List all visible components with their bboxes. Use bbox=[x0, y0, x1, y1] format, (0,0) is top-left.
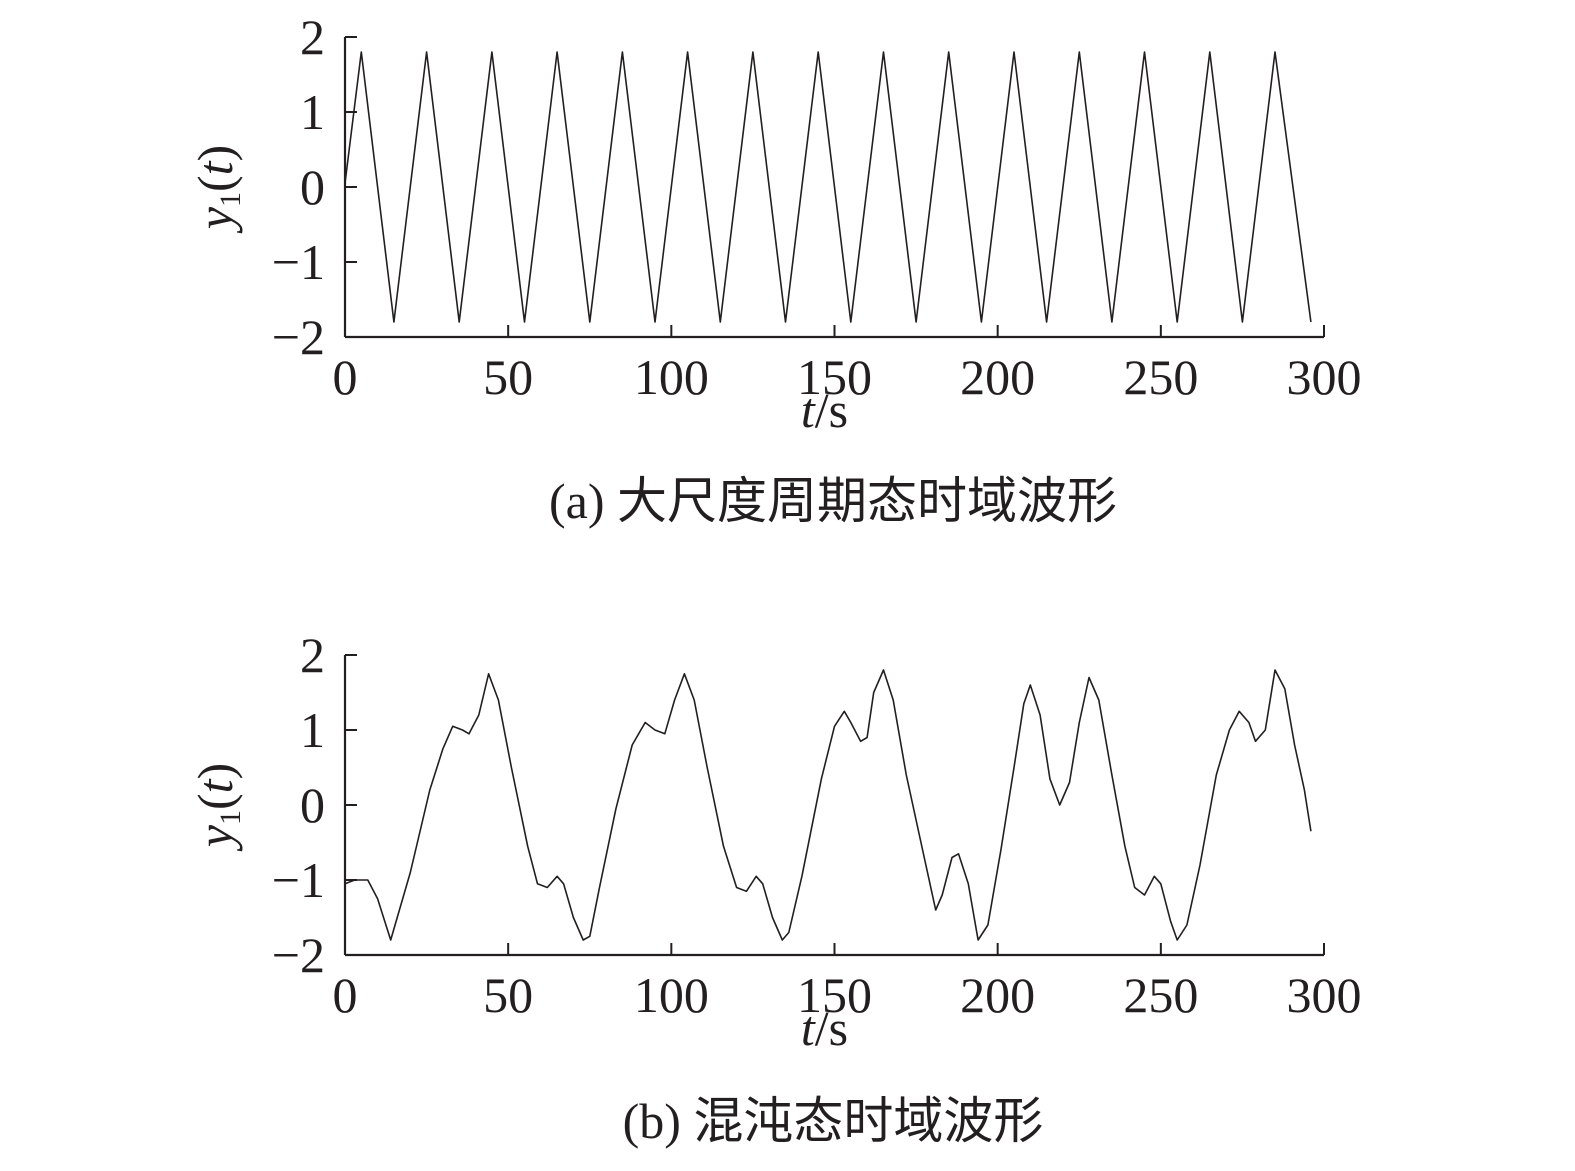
chart-caption: (b) 混沌态时域波形 bbox=[623, 1093, 1044, 1149]
y-tick-label: −1 bbox=[272, 852, 325, 908]
x-tick-label: 150 bbox=[797, 967, 872, 1023]
y-tick-label: 0 bbox=[300, 159, 325, 215]
series-line bbox=[344, 669, 1312, 941]
x-tick-label: 250 bbox=[1123, 349, 1198, 405]
x-tick-label: 300 bbox=[1287, 349, 1362, 405]
y-tick-label: −2 bbox=[272, 927, 325, 983]
y-tick-label: 1 bbox=[300, 84, 325, 140]
chart-caption: (a) 大尺度周期态时域波形 bbox=[549, 473, 1117, 529]
x-tick-label: 0 bbox=[333, 349, 358, 405]
x-tick-label: 100 bbox=[634, 349, 709, 405]
x-tick-label: 200 bbox=[960, 967, 1035, 1023]
x-tick-label: 200 bbox=[960, 349, 1035, 405]
x-axis-label: t/s bbox=[801, 1000, 848, 1056]
x-tick-label: 50 bbox=[483, 967, 533, 1023]
x-tick-label: 150 bbox=[797, 349, 872, 405]
x-tick-label: 300 bbox=[1287, 967, 1362, 1023]
x-tick-label: 0 bbox=[333, 967, 358, 1023]
y-axis-label: y1(t) bbox=[187, 763, 247, 852]
y-tick-label: 0 bbox=[300, 777, 325, 833]
chart-panel-b: −2 −1 0 1 2 0 50 100 150 200 250 300 t/s y1(t) (b) 混沌态… bbox=[187, 627, 1362, 1149]
x-axis-label: t/s bbox=[801, 382, 848, 438]
y-tick-label: 2 bbox=[300, 9, 325, 65]
x-tick-label: 250 bbox=[1123, 967, 1198, 1023]
y-tick-label: −2 bbox=[272, 309, 325, 365]
y-axis-label: y1(t) bbox=[187, 145, 247, 234]
x-tick-label: 100 bbox=[634, 967, 709, 1023]
y-tick-label: 1 bbox=[300, 702, 325, 758]
chart-panel-a: −2 −1 0 1 2 0 50 100 150 200 250 300 t/s y1(t) (a) 大尺度… bbox=[187, 9, 1362, 529]
series-line bbox=[344, 51, 1312, 323]
y-tick-label: 2 bbox=[300, 627, 325, 683]
y-tick-label: −1 bbox=[272, 234, 325, 290]
x-tick-label: 50 bbox=[483, 349, 533, 405]
